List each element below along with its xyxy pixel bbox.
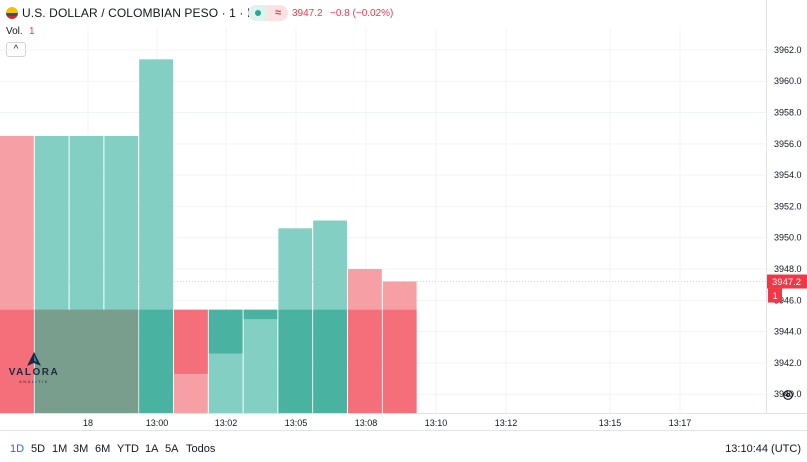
time-tick-label: 13:10 <box>425 418 448 428</box>
time-tick-label: 13:08 <box>355 418 378 428</box>
utc-clock[interactable]: 13:10:44 (UTC) <box>725 443 801 455</box>
price-tick-label: 3960.0 <box>774 76 802 86</box>
volume-bar <box>0 309 34 413</box>
settings-gear-icon[interactable] <box>782 389 794 401</box>
time-tick-label: 13:05 <box>285 418 308 428</box>
volume-label: Vol. <box>6 26 23 37</box>
volume-bar <box>382 309 417 413</box>
volume-bar <box>139 309 173 413</box>
volume-bar <box>313 309 347 413</box>
range-button-ytd[interactable]: YTD <box>117 443 139 455</box>
price-tick-label: 3948.0 <box>774 264 802 274</box>
price-tick-label: 3958.0 <box>774 108 802 118</box>
range-button-6m[interactable]: 6M <box>95 443 111 455</box>
time-axis-divider <box>0 413 807 414</box>
time-tick-label: 13:17 <box>669 418 692 428</box>
time-tick-label: 13:15 <box>599 418 622 428</box>
valora-analitik-logo: VALORA ANALITIK <box>6 352 62 386</box>
time-tick-label: 13:00 <box>146 418 169 428</box>
candle-body[interactable] <box>243 309 278 413</box>
bottom-toolbar: 1D 5D 1M 3M 6M YTD 1A 5A Todos 13:10:44 (UTC) <box>0 430 807 462</box>
volume-value: 1 <box>29 26 35 37</box>
price-tick-label: 3962.0 <box>774 45 802 55</box>
symbol-title[interactable]: U.S. DOLLAR / COLOMBIAN PESO · 1 · ICE <box>22 6 268 20</box>
market-status-pill[interactable]: ≈ <box>248 5 288 21</box>
axis-divider <box>766 0 767 413</box>
market-open-icon <box>248 5 268 21</box>
volume-marker <box>768 288 782 303</box>
time-tick-label: 13:02 <box>215 418 238 428</box>
chart-header: U.S. DOLLAR / COLOMBIAN PESO · 1 · ICE ≈… <box>0 0 807 28</box>
time-tick-label: 18 <box>83 418 93 428</box>
volume-bar <box>208 309 243 354</box>
volume-marker-label: 1 <box>773 291 778 302</box>
colombia-flag-icon[interactable] <box>6 7 18 19</box>
range-button-todos[interactable]: Todos <box>186 443 216 455</box>
session-shade <box>34 309 139 413</box>
price-chart[interactable] <box>0 28 766 413</box>
price-tick-label: 3946.0 <box>774 295 802 305</box>
volume-bar <box>348 309 382 413</box>
range-button-5a[interactable]: 5A <box>165 443 179 455</box>
price-tick-label: 3950.0 <box>774 233 802 243</box>
price-tick-label: 3956.0 <box>774 139 802 149</box>
time-tick-label: 13:12 <box>495 418 518 428</box>
range-button-1d[interactable]: 1D <box>10 443 25 455</box>
price-tick-label: 3944.0 <box>774 327 802 337</box>
price-tick-label: 3942.0 <box>774 358 802 368</box>
volume-bar <box>174 309 208 374</box>
current-price-label: 3947.2 <box>772 277 801 288</box>
volume-bar <box>243 309 278 320</box>
price-tick-label: 3952.0 <box>774 201 802 211</box>
price-axis[interactable]: 3962.0 3960.0 3958.0 3956.0 3954.0 3952.0 3950… <box>766 0 807 413</box>
delayed-data-icon: ≈ <box>268 5 288 21</box>
time-axis[interactable]: 18 13:00 13:02 13:05 13:08 13:10 13:12 13:15 13:… <box>0 414 766 431</box>
last-price: 3947.2 <box>292 8 323 19</box>
range-button-3m[interactable]: 3M <box>73 443 89 455</box>
price-change: −0.8 (−0.02%) <box>330 8 394 19</box>
price-tick-label: 3954.0 <box>774 170 802 180</box>
range-button-1m[interactable]: 1M <box>52 443 68 455</box>
range-button-5d[interactable]: 5D <box>31 443 46 455</box>
price-tick-label: 3940.0 <box>774 389 802 399</box>
current-price-marker <box>766 274 807 289</box>
volume-bar <box>278 309 313 413</box>
range-button-1a[interactable]: 1A <box>145 443 159 455</box>
